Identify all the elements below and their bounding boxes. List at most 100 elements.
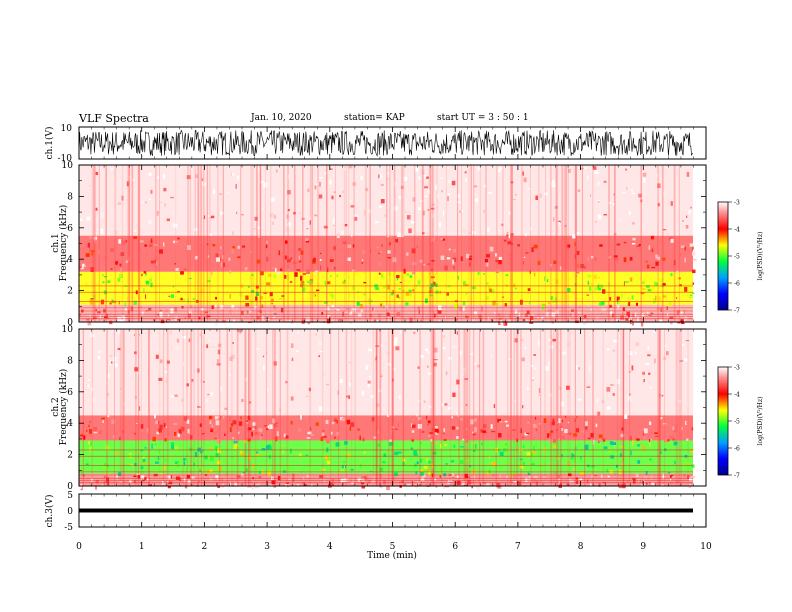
spectrogram-speckle (342, 281, 345, 285)
spectrogram-speckle (425, 415, 428, 420)
spectrogram-speckle (465, 177, 467, 182)
spectrogram-speckle (184, 317, 186, 319)
spectrogram-speckle (645, 471, 648, 475)
spectrogram-speckle (527, 422, 530, 424)
spectrogram-streak (201, 329, 202, 486)
spectrogram-speckle (612, 313, 614, 318)
spectrogram-speckle (222, 262, 226, 267)
spectrogram-streak (391, 329, 394, 486)
spectrogram-speckle (193, 268, 196, 270)
spectrogram-streak (673, 165, 675, 322)
spectrogram-speckle (107, 414, 110, 418)
spectrogram-speckle (394, 472, 398, 477)
spectrogram-speckle (144, 244, 148, 247)
spectrogram-speckle (504, 350, 507, 353)
spectrogram-speckle (325, 455, 328, 461)
spectrogram-speckle (385, 305, 388, 309)
spectrogram-speckle (689, 243, 694, 247)
spectrogram-speckle (411, 424, 416, 428)
spectrogram-speckle (419, 237, 423, 240)
spectrogram-speckle (651, 266, 656, 269)
ytick-label: 10 (62, 325, 74, 335)
spectrogram-speckle (90, 267, 94, 272)
spectrogram-streak (141, 329, 142, 486)
spectrogram-speckle (191, 379, 194, 382)
spectrogram-speckle (350, 468, 354, 471)
spectrogram-speckle (600, 285, 602, 289)
spectrogram-speckle (576, 480, 578, 484)
spectrogram-speckle (592, 166, 597, 170)
spectrogram-speckle (489, 246, 494, 252)
spectrogram-speckle (347, 244, 352, 248)
spectrogram-streak (530, 165, 531, 322)
spectrogram-speckle (309, 220, 311, 225)
ytick-label: 0 (67, 482, 73, 492)
spectrogram-speckle (119, 388, 123, 390)
spectrogram-speckle (374, 319, 376, 322)
spectrogram-speckle (632, 192, 635, 194)
spectrogram-speckle (329, 168, 333, 170)
time-axis-label: Time (min) (367, 550, 417, 561)
spectrogram-speckle (550, 345, 554, 349)
spectrogram-speckle (601, 474, 603, 478)
spectrogram-speckle (556, 421, 559, 424)
spectrogram-speckle (598, 201, 600, 203)
spectrogram-speckle (591, 255, 594, 259)
colorbar-tick-label: -4 (734, 227, 740, 234)
spectrogram-speckle (667, 472, 671, 474)
spectrogram-speckle (453, 249, 456, 253)
spectrogram-speckle (628, 301, 631, 306)
spectrogram-speckle (483, 273, 485, 275)
spectrogram-speckle (285, 435, 289, 439)
spectrogram-speckle (455, 426, 459, 430)
spectrogram-speckle (247, 438, 251, 442)
spectrogram-speckle (417, 306, 421, 310)
spectrogram-streak (386, 165, 388, 322)
spectrogram-speckle (331, 431, 333, 435)
spectrogram-speckle (345, 451, 349, 454)
spectrogram-streak (482, 329, 485, 486)
spectrogram-streak (114, 165, 117, 322)
spectrogram-speckle (266, 445, 270, 450)
spectrogram-speckle (105, 446, 109, 450)
spectrogram-speckle (113, 356, 117, 362)
spectrogram-speckle (266, 282, 271, 286)
spectrogram-speckle (456, 194, 460, 198)
spectrogram-speckle (485, 262, 489, 267)
spectrogram-speckle (370, 395, 375, 398)
spectrogram-speckle (136, 289, 140, 291)
spectrogram-speckle (560, 401, 564, 407)
spectrogram-speckle (164, 438, 167, 442)
spectrogram-speckle (255, 285, 259, 289)
spectrogram-speckle (650, 312, 654, 315)
spectrogram-speckle (660, 307, 663, 312)
spectrogram-speckle (343, 279, 346, 284)
spectrogram-speckle (198, 316, 201, 320)
spectrogram-speckle (459, 460, 464, 464)
spectrogram-speckle (375, 287, 379, 290)
spectrogram-speckle (638, 244, 641, 246)
spectrogram-speckle (171, 445, 174, 450)
spectrogram-speckle (134, 351, 137, 355)
spectrogram-speckle (564, 429, 568, 433)
spectrogram-speckle (642, 288, 646, 290)
spectrogram-streak (575, 165, 577, 322)
spectrogram-speckle (402, 461, 405, 466)
spectrogram-speckle (487, 227, 490, 233)
spectrogram-speckle (435, 432, 439, 435)
spectrogram-speckle (462, 438, 465, 441)
spectrogram-speckle (391, 368, 396, 371)
spectrogram-speckle (572, 312, 574, 317)
spectrogram-speckle (315, 270, 319, 273)
spectrogram-speckle (598, 276, 601, 279)
spectrogram-speckle (115, 261, 118, 265)
colorbar-tick-label: -5 (734, 254, 740, 261)
spectrogram-speckle (271, 316, 273, 321)
spectrogram-streak (614, 165, 616, 322)
spectrogram-speckle (268, 482, 273, 486)
spectrogram-speckle (595, 423, 598, 427)
spectrogram-streak (309, 329, 312, 486)
spectrogram-speckle (483, 209, 485, 213)
spectrogram-speckle (406, 273, 409, 276)
spectrogram-speckle (453, 444, 456, 448)
